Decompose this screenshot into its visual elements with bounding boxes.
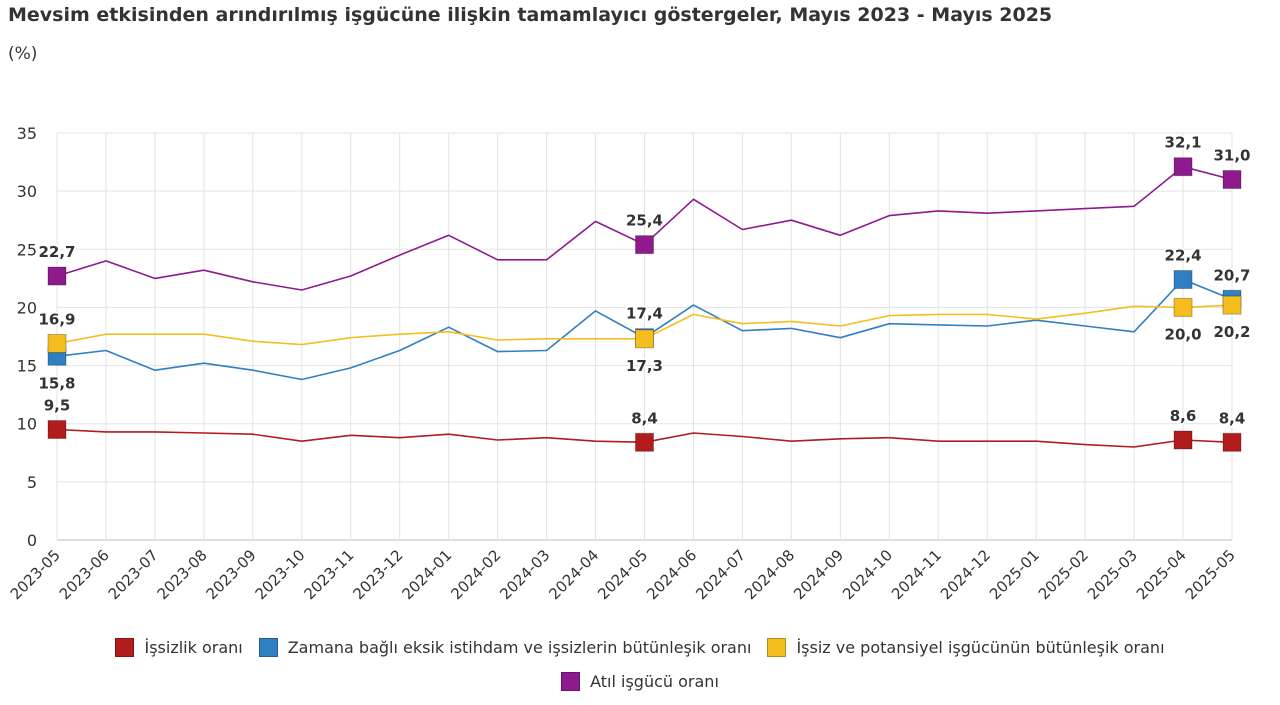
x-tick-label: 2024-12 bbox=[937, 546, 994, 603]
x-tick-label: 2024-03 bbox=[496, 546, 553, 603]
x-tick-label: 2025-05 bbox=[1182, 546, 1239, 603]
y-tick-label: 20 bbox=[17, 298, 37, 317]
data-marker-zamana bbox=[1173, 270, 1193, 290]
legend-item-zamana[interactable]: Zamana bağlı eksik istihdam ve işsizleri… bbox=[258, 637, 752, 657]
x-tick-label: 2024-10 bbox=[839, 546, 896, 603]
y-tick-label: 30 bbox=[17, 182, 37, 201]
chart-unit-label: (%) bbox=[8, 44, 38, 64]
legend-item-issiz-potansiyel[interactable]: İşsiz ve potansiyel işgücünün bütünleşik… bbox=[767, 637, 1165, 657]
x-tick-label: 2025-04 bbox=[1133, 546, 1190, 603]
legend-row-1: İşsizlik oranı Zamana bağlı eksik istihd… bbox=[0, 630, 1280, 664]
data-marker-atil bbox=[635, 235, 654, 255]
x-tick-label: 2023-09 bbox=[203, 546, 260, 603]
y-tick-label: 10 bbox=[17, 415, 37, 434]
data-marker-atil bbox=[47, 266, 67, 286]
data-marker-issizlik bbox=[635, 432, 654, 452]
x-tick-label: 2023-06 bbox=[56, 546, 113, 603]
data-marker-issizlik bbox=[1173, 430, 1193, 450]
data-label-atil: 25,4 bbox=[626, 212, 663, 230]
line-chart: 051015202530352023-052023-062023-072023-… bbox=[7, 124, 1252, 603]
data-marker-issizlik bbox=[1222, 432, 1242, 452]
chart-title: Mevsim etkisinden arındırılmış işgücüne … bbox=[8, 4, 1053, 26]
legend-label-issizlik: İşsizlik oranı bbox=[144, 637, 243, 657]
legend-row-2: Atıl işgücü oranı bbox=[0, 664, 1280, 698]
legend-item-issizlik[interactable]: İşsizlik oranı bbox=[115, 637, 243, 657]
data-marker-issiz_potansiyel bbox=[1222, 295, 1242, 315]
x-tick-label: 2023-11 bbox=[301, 546, 358, 603]
data-label-atil: 22,7 bbox=[38, 243, 75, 261]
x-tick-label: 2023-07 bbox=[105, 546, 162, 603]
x-tick-label: 2025-03 bbox=[1084, 546, 1141, 603]
data-label-zamana: 15,8 bbox=[38, 374, 75, 392]
data-label-issizlik: 8,6 bbox=[1170, 407, 1197, 425]
x-tick-label: 2023-12 bbox=[349, 546, 406, 603]
x-tick-label: 2024-06 bbox=[643, 546, 700, 603]
legend-label-atil: Atıl işgücü oranı bbox=[590, 671, 719, 691]
chart-legend: İşsizlik oranı Zamana bağlı eksik istihd… bbox=[0, 630, 1280, 698]
x-tick-label: 2024-11 bbox=[888, 546, 945, 603]
x-tick-label: 2024-02 bbox=[447, 546, 504, 603]
data-label-issiz_potansiyel: 17,3 bbox=[626, 357, 663, 375]
data-label-zamana: 22,4 bbox=[1165, 247, 1202, 265]
legend-label-zamana: Zamana bağlı eksik istihdam ve işsizleri… bbox=[287, 637, 752, 657]
x-tick-label: 2024-08 bbox=[741, 546, 798, 603]
data-label-atil: 31,0 bbox=[1213, 147, 1250, 165]
data-label-issizlik: 9,5 bbox=[44, 397, 71, 415]
x-tick-label: 2023-08 bbox=[154, 546, 211, 603]
data-label-issizlik: 8,4 bbox=[1219, 409, 1246, 427]
x-tick-label: 2023-05 bbox=[7, 546, 64, 603]
y-tick-label: 25 bbox=[17, 240, 37, 259]
data-marker-issiz_potansiyel bbox=[635, 329, 654, 349]
y-tick-label: 5 bbox=[27, 473, 37, 492]
data-marker-issiz_potansiyel bbox=[47, 333, 67, 353]
data-marker-issizlik bbox=[47, 420, 67, 440]
legend-label-issiz-potansiyel: İşsiz ve potansiyel işgücünün bütünleşik… bbox=[796, 637, 1165, 657]
y-tick-label: 35 bbox=[17, 124, 37, 143]
x-tick-label: 2023-10 bbox=[252, 546, 309, 603]
legend-item-atil[interactable]: Atıl işgücü oranı bbox=[561, 671, 719, 691]
data-label-zamana: 20,7 bbox=[1213, 266, 1250, 284]
data-marker-atil bbox=[1173, 157, 1193, 177]
data-marker-atil bbox=[1222, 170, 1242, 190]
x-tick-label: 2024-04 bbox=[545, 546, 602, 603]
legend-swatch-issiz-potansiyel bbox=[767, 637, 787, 657]
y-tick-label: 15 bbox=[17, 357, 37, 376]
legend-swatch-atil bbox=[561, 671, 581, 691]
data-label-issiz_potansiyel: 20,0 bbox=[1165, 325, 1202, 343]
data-label-atil: 32,1 bbox=[1165, 134, 1202, 152]
data-marker-issiz_potansiyel bbox=[1173, 297, 1193, 317]
legend-swatch-issizlik bbox=[115, 637, 135, 657]
x-tick-label: 2025-02 bbox=[1035, 546, 1092, 603]
x-tick-label: 2024-09 bbox=[790, 546, 847, 603]
x-tick-label: 2024-07 bbox=[692, 546, 749, 603]
y-tick-label: 0 bbox=[27, 531, 37, 550]
data-label-issiz_potansiyel: 20,2 bbox=[1213, 323, 1250, 341]
x-tick-label: 2024-05 bbox=[594, 546, 651, 603]
x-tick-label: 2024-01 bbox=[398, 546, 455, 603]
x-tick-label: 2025-01 bbox=[986, 546, 1043, 603]
legend-swatch-zamana bbox=[258, 637, 278, 657]
data-label-zamana: 17,4 bbox=[626, 305, 663, 323]
data-label-issiz_potansiyel: 16,9 bbox=[38, 310, 75, 328]
data-label-issizlik: 8,4 bbox=[631, 409, 658, 427]
